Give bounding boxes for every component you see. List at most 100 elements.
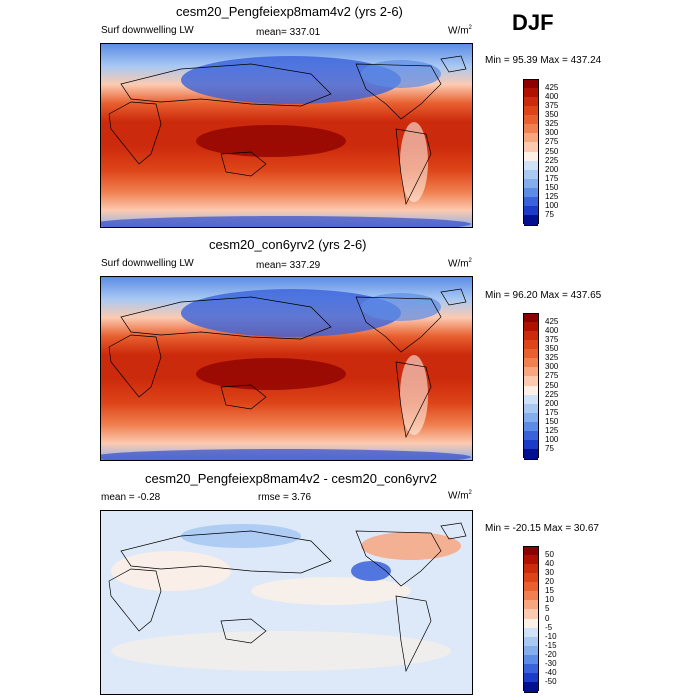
panel-3-title: cesm20_Pengfeiexp8mam4v2 - cesm20_con6yr… (145, 471, 437, 486)
panel-2-units-label: W/m2 (448, 258, 472, 270)
colorbar-segment (524, 340, 538, 350)
colorbar-segment (524, 358, 538, 368)
panel-2-eurasia-outline (120, 296, 332, 340)
panel-3-australia-outline (220, 618, 267, 644)
colorbar-tick-label: 175 (545, 407, 559, 417)
season-label: DJF (512, 10, 554, 35)
panel-2-title: cesm20_con6yrv2 (yrs 2-6) (209, 237, 367, 252)
colorbar-tick-label: 375 (545, 101, 559, 111)
colorbar-segment (524, 124, 538, 134)
panel-1-mean-label: mean= 337.01 (256, 27, 321, 38)
colorbar-segment (524, 573, 538, 583)
colorbar-segment (524, 609, 538, 619)
panel-1-minmax: Min = 95.39 Max = 437.24 (485, 55, 602, 66)
colorbar-tick-label: 350 (545, 110, 559, 120)
panel-1-units-label: W/m2 (448, 25, 472, 37)
colorbar-segment (524, 97, 538, 107)
panel-1-south-america-outline (395, 128, 432, 206)
colorbar-segment (524, 645, 538, 656)
colorbar-tick-label: 200 (545, 398, 559, 408)
colorbar-tick-label: 250 (545, 146, 559, 156)
colorbar-segment (524, 403, 538, 414)
colorbar-segment (524, 564, 538, 574)
panel-2-greenland-outline (440, 288, 467, 306)
panel-3-warm-alaska (361, 532, 461, 560)
panel-2-colorbar-boxes (523, 313, 539, 460)
colorbar-segment (524, 133, 538, 143)
colorbar-segment (524, 636, 538, 647)
colorbar-tick-label: 150 (545, 416, 559, 426)
panel-2-mean-label: mean= 337.29 (256, 260, 321, 271)
colorbar-tick-label: 0 (545, 613, 550, 623)
colorbar-tick-label: -50 (545, 676, 557, 686)
colorbar-segment (524, 448, 538, 460)
colorbar-tick-label: 425 (545, 83, 559, 93)
colorbar-segment (524, 322, 538, 332)
panel-3-warm-patch-center (251, 577, 411, 605)
panel-3-warm-patch-west (111, 551, 231, 591)
panel-3-coastlines (108, 522, 467, 673)
colorbar-tick-label: 150 (545, 182, 559, 192)
panel-3-africa-outline (108, 568, 162, 632)
colorbar-segment (524, 394, 538, 405)
colorbar-segment (524, 151, 538, 162)
colorbar-tick-label: 30 (545, 568, 554, 578)
panel-1-canada-cold (361, 60, 441, 88)
panel-3-cold-siberia (181, 524, 301, 548)
colorbar-segment (524, 142, 538, 152)
colorbar-segment (524, 600, 538, 610)
panel-1-title: cesm20_Pengfeiexp8mam4v2 (yrs 2-6) (176, 4, 403, 19)
colorbar-segment (524, 555, 538, 565)
panel-1-colorbar: 425 400 375 350 325 300 275 250 225 200 175 150 125 1… (523, 79, 583, 226)
colorbar-tick-label: -30 (545, 658, 557, 668)
colorbar-tick-label: -40 (545, 667, 557, 677)
panel-3-eurasia-outline (120, 530, 332, 574)
colorbar-tick-label: 50 (545, 550, 554, 560)
colorbar-tick-label: 15 (545, 586, 554, 596)
colorbar-segment (524, 214, 538, 226)
panel-1-africa-outline (108, 101, 162, 165)
colorbar-tick-label: -20 (545, 649, 557, 659)
colorbar-segment (524, 412, 538, 423)
panel-2-variable-label: Surf downwelling LW (101, 258, 194, 269)
colorbar-segment (524, 591, 538, 601)
colorbar-segment (524, 546, 538, 557)
colorbar-segment (524, 582, 538, 592)
colorbar-segment (524, 681, 538, 693)
colorbar-segment (524, 106, 538, 116)
colorbar-tick-label: 300 (545, 362, 559, 372)
colorbar-tick-label: -5 (545, 622, 553, 632)
colorbar-tick-label: 125 (545, 191, 559, 201)
colorbar-segment (524, 313, 538, 324)
colorbar-segment (524, 196, 538, 207)
colorbar-tick-label: 40 (545, 559, 554, 569)
colorbar-segment (524, 349, 538, 359)
colorbar-segment (524, 205, 538, 216)
colorbar-tick-label: -15 (545, 640, 557, 650)
colorbar-tick-label: 425 (545, 317, 559, 327)
panel-1-map (100, 43, 473, 228)
panel-1-antarctic (101, 216, 471, 227)
colorbar-segment (524, 187, 538, 198)
colorbar-segment (524, 672, 538, 683)
colorbar-tick-label: 75 (545, 209, 554, 219)
colorbar-tick-label: -10 (545, 631, 557, 641)
colorbar-segment (524, 618, 538, 629)
colorbar-tick-label: 325 (545, 119, 559, 129)
panel-1-map-svg (101, 44, 472, 227)
colorbar-tick-label: 275 (545, 371, 559, 381)
panel-3-south-america-outline (395, 595, 432, 673)
colorbar-segment (524, 430, 538, 441)
panel-3-greenland-outline (440, 522, 467, 540)
colorbar-tick-label: 100 (545, 434, 559, 444)
colorbar-tick-label: 75 (545, 443, 554, 453)
colorbar-segment (524, 385, 538, 396)
panel-2-warm-pool (196, 358, 346, 390)
colorbar-tick-label: 5 (545, 604, 550, 614)
panel-1-colorbar-boxes (523, 79, 539, 226)
panel-3-colorbar: 50 40 30 20 15 10 5 0 -5 -10 -15 -20 -30 -40 -50 (523, 546, 583, 693)
panel-2-coastlines (108, 288, 467, 439)
colorbar-segment (524, 376, 538, 386)
colorbar-tick-label: 125 (545, 425, 559, 435)
